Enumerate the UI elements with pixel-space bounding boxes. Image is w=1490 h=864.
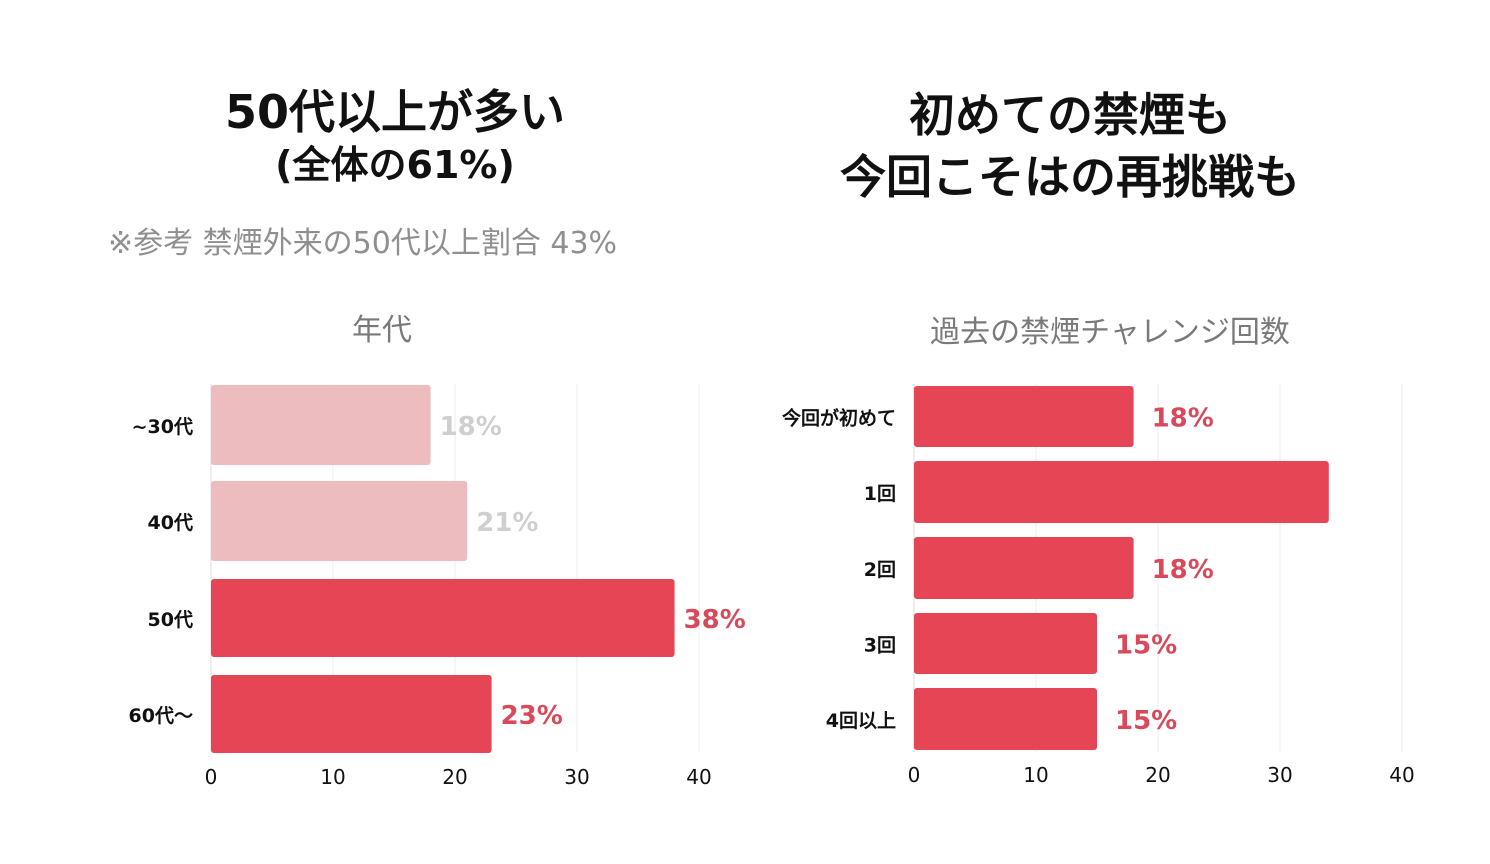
age-chart-title: 年代 (352, 313, 412, 348)
age-value-label: 38% (684, 605, 746, 635)
age-bar (211, 385, 431, 465)
attempts-x-tick-label: 20 (1145, 763, 1170, 787)
attempts-x-tick-label: 0 (908, 763, 921, 787)
attempts-bar (914, 461, 1329, 523)
age-x-tick-label: 10 (320, 765, 345, 789)
age-value-label: 18% (440, 412, 502, 442)
attempts-category-label: 3回 (864, 635, 896, 657)
age-bar (211, 579, 675, 657)
age-category-label: ~30代 (132, 416, 193, 438)
left-heading: 50代以上が多い (全体の61%) (100, 84, 690, 190)
attempts-bar (914, 537, 1134, 599)
age-bar (211, 481, 468, 561)
attempts-bar (914, 613, 1097, 674)
attempts-x-tick-label: 10 (1023, 763, 1048, 787)
attempts-value-label: 18% (1152, 555, 1214, 585)
age-x-tick-label: 20 (442, 765, 467, 789)
attempts-bar (914, 386, 1134, 447)
attempts-category-label: 2回 (864, 559, 896, 581)
age-category-label: 50代 (148, 609, 193, 631)
attempts-category-label: 今回が初めて (781, 407, 896, 430)
attempts-category-label: 4回以上 (826, 710, 896, 732)
attempts-chart-title: 過去の禁煙チャレンジ回数 (930, 315, 1290, 350)
age-x-tick-label: 0 (205, 765, 218, 789)
age-x-tick-label: 40 (686, 765, 711, 789)
right-heading-line2: 今回こそはの再挑戦も (840, 150, 1300, 204)
age-category-label: 60代〜 (129, 705, 193, 727)
attempts-bar (914, 688, 1097, 750)
right-heading: 初めての禁煙も 今回こそはの再挑戦も (770, 84, 1370, 208)
age-bar (211, 675, 492, 753)
age-value-label: 23% (501, 701, 563, 731)
age-category-label: 40代 (148, 512, 193, 534)
age-x-tick-label: 30 (564, 765, 589, 789)
attempts-value-label: 15% (1115, 706, 1177, 736)
attempts-category-label: 1回 (864, 483, 896, 505)
left-heading-line1: 50代以上が多い (224, 85, 565, 139)
attempts-x-tick-label: 40 (1389, 763, 1414, 787)
attempts-x-tick-label: 30 (1267, 763, 1292, 787)
right-heading-line1: 初めての禁煙も (909, 88, 1231, 142)
attempts-value-label: 15% (1115, 631, 1177, 661)
reference-note: ※参考 禁煙外来の50代以上割合 43% (108, 226, 618, 261)
left-heading-line2: (全体の61%) (275, 143, 515, 187)
age-value-label: 21% (476, 508, 538, 538)
attempts-value-label: 18% (1152, 404, 1214, 434)
